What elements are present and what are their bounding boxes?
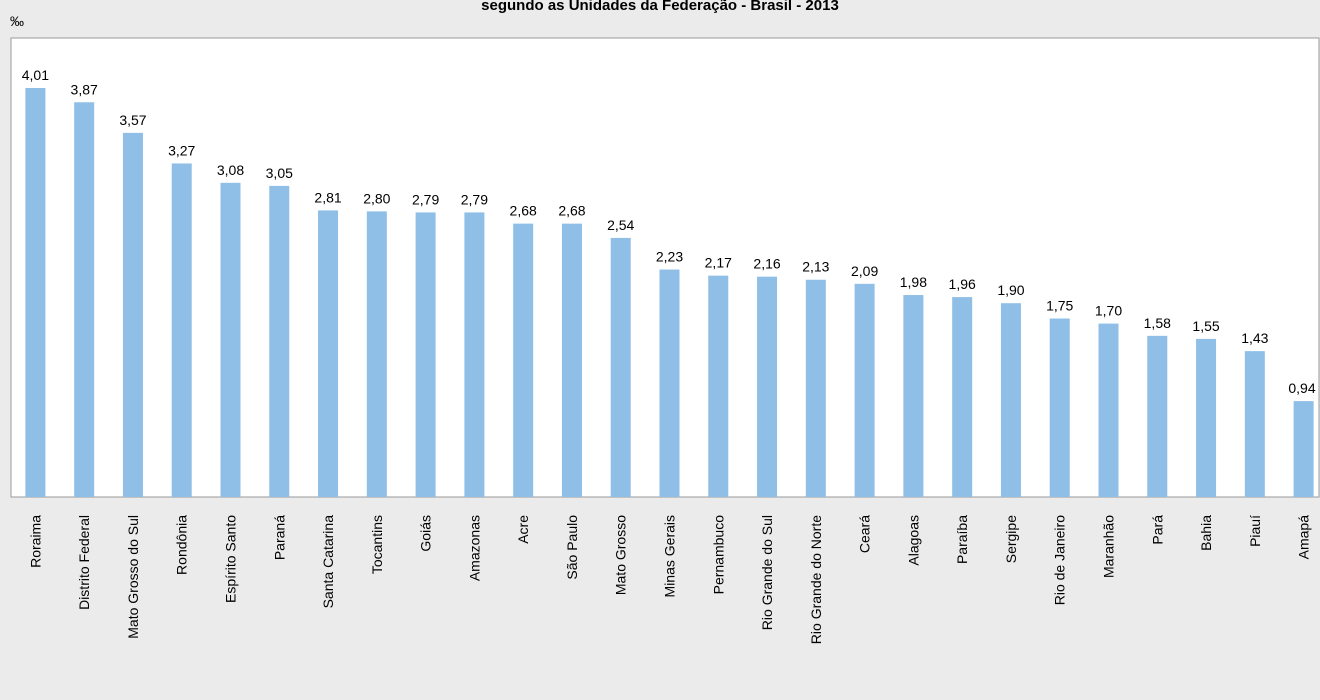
x-tick-label: Santa Catarina [320,515,336,609]
bar [1000,303,1021,497]
data-label: 1,70 [1095,303,1122,319]
bar [1293,401,1314,497]
data-label: 2,23 [656,249,683,265]
bar [757,276,778,497]
bar [561,223,582,497]
x-tick-label: Pernambuco [710,515,726,595]
x-tick-label: Minas Gerais [662,515,678,597]
x-tick-label: Rio Grande do Norte [808,515,824,644]
bar [854,283,875,497]
data-label: 3,27 [168,142,195,158]
x-tick-label: Tocantins [369,515,385,574]
x-tick-label: Mato Grosso [613,515,629,595]
bar [1244,351,1265,497]
x-tick-label: Paraíba [954,515,970,564]
data-label: 3,05 [266,165,293,181]
data-label: 2,68 [558,203,585,219]
bar [415,212,436,498]
data-label: 2,81 [314,189,341,205]
bar [269,185,290,497]
data-label: 1,75 [1046,298,1073,314]
data-label: 0,94 [1288,380,1315,396]
data-label: 1,58 [1144,315,1171,331]
x-tick-label: Sergipe [1003,515,1019,563]
data-label: 2,79 [412,191,439,207]
x-tick-label: Acre [515,515,531,544]
data-label: 1,96 [949,276,976,292]
x-tick-label: São Paulo [564,515,580,580]
data-label: 2,09 [851,263,878,279]
bar [171,163,192,497]
bar [1049,318,1070,497]
bar [122,132,143,498]
data-label: 2,80 [363,190,390,206]
chart-title: segundo as Unidades da Federação - Brasi… [481,0,839,14]
data-label: 1,98 [900,274,927,290]
bar [74,102,95,497]
x-tick-label: Roraima [27,515,43,568]
x-tick-label: Mato Grosso do Sul [125,515,141,639]
data-label: 4,01 [22,67,49,83]
data-label: 2,16 [753,256,780,272]
bar [1196,338,1217,497]
x-tick-label: Bahia [1198,515,1214,551]
data-label: 1,55 [1192,318,1219,334]
data-label: 3,57 [119,112,146,128]
x-tick-label: Rondônia [174,515,190,575]
bar [805,279,826,497]
bar [1098,323,1119,497]
data-label: 2,68 [510,203,537,219]
data-label: 3,87 [71,81,98,97]
x-tick-label: Alagoas [905,515,921,566]
x-tick-label: Amazonas [466,515,482,581]
bar [952,297,973,497]
x-tick-label: Ceará [857,515,873,553]
x-tick-label: Rio de Janeiro [1052,515,1068,605]
data-label: 2,79 [461,191,488,207]
data-label: 2,54 [607,217,634,233]
bar [1147,335,1168,497]
bar [25,87,46,497]
bar [366,211,387,497]
x-tick-label: Goiás [418,515,434,552]
bar [708,275,729,497]
data-label: 1,43 [1241,330,1268,346]
bar [610,237,631,498]
data-label: 2,17 [705,255,732,271]
bar [318,210,339,497]
x-tick-label: Piauí [1247,515,1263,547]
data-label: 3,08 [217,162,244,178]
bar [464,212,485,498]
bar [513,223,534,497]
y-axis-label: ‰ [10,13,24,29]
x-tick-label: Amapá [1296,515,1312,560]
x-tick-label: Maranhão [1101,515,1117,578]
bar [903,295,924,497]
x-tick-label: Espírito Santo [223,515,239,603]
data-label: 1,90 [997,282,1024,298]
x-tick-label: Pará [1149,515,1165,545]
bar [220,182,241,497]
bar [659,269,680,497]
x-tick-label: Paraná [271,515,287,560]
x-tick-label: Distrito Federal [76,515,92,610]
x-tick-label: Rio Grande do Sul [759,515,775,630]
data-label: 2,13 [802,259,829,275]
